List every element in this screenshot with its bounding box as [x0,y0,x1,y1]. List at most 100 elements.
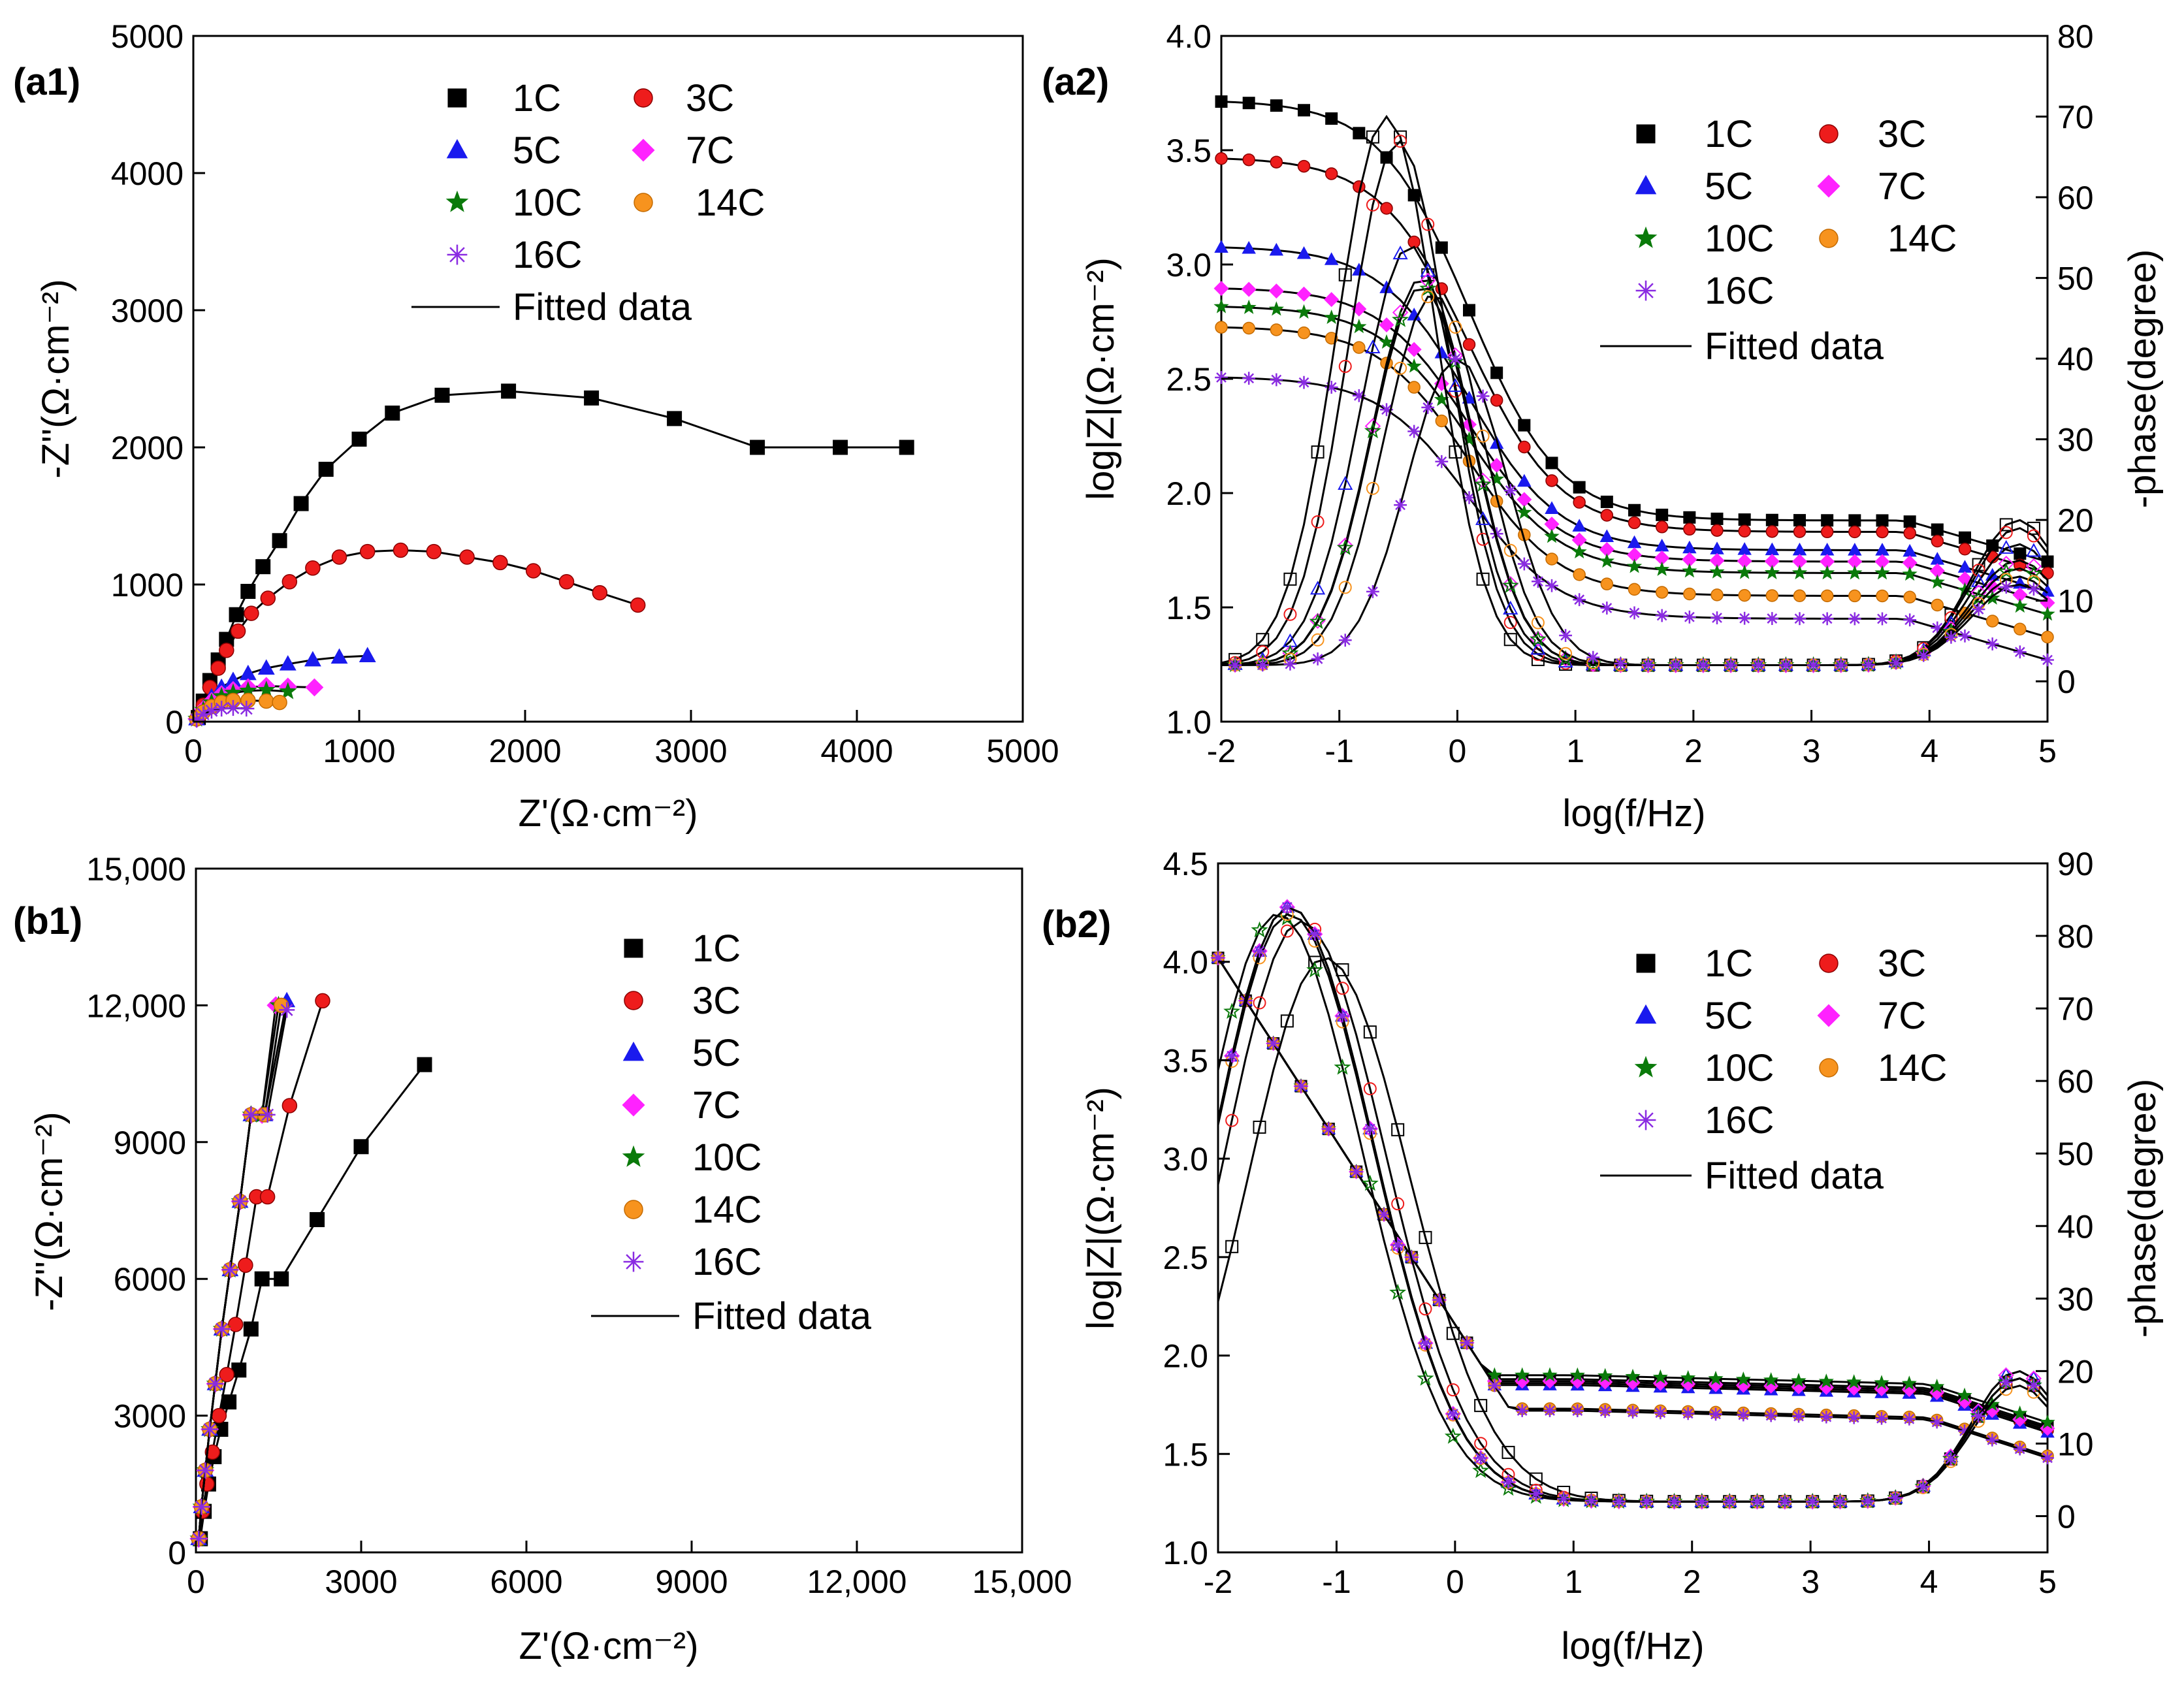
phase-point-10c [1309,613,1326,630]
modulus-point-16c [1322,1122,1336,1136]
modulus-point-10c [1296,304,1312,319]
phase-point-10c [1306,961,1324,978]
data-point-3c [558,574,575,590]
data-point-3c [219,643,234,658]
modulus-point-10c [1874,1375,1889,1390]
phase-point-3c [1999,526,2013,539]
legend-item-fit: Fitted data [411,286,692,329]
phase-point-1c [1283,572,1297,586]
modulus-point-7c [1379,317,1394,332]
modulus-point-3c [1270,155,1283,168]
y2-tick-label: 0 [2057,664,2076,700]
phase-point-16c [1697,658,1710,672]
legend-marker-3c [1819,124,1839,144]
y-tick-label: 0 [168,1535,186,1571]
phase-point-10c [1970,589,1987,605]
modulus-point-16c [1297,376,1311,389]
legend-item-7c: 7C [1817,995,1926,1037]
series-layer [1210,899,2055,1510]
data-point-16c [191,1530,207,1547]
legend-item-1c: 1C [624,927,741,970]
modulus-point-7c [1434,376,1449,391]
modulus-point-10c [1486,1367,1502,1382]
legend-marker-5c [1635,174,1657,195]
phase-point-16c [1584,1494,1598,1507]
modulus-point-10c [1902,566,1918,581]
legend-item-fit: Fitted data [1600,1155,1884,1197]
phase-point-5c [1392,246,1408,260]
legend-item-1c: 1C [447,77,561,120]
legend-item-10c: 10C [445,182,582,224]
modulus-point-5c [1545,501,1559,514]
y-tick-label: 4.0 [1163,944,1208,981]
modulus-point-10c [2040,606,2055,621]
modulus-point-16c [1242,372,1256,385]
data-point-3c [238,1257,253,1274]
modulus-point-10c [1901,1375,1917,1390]
modulus-point-14c [1353,341,1366,354]
modulus-point-16c [1626,1405,1639,1419]
x-axis-label: Z'(Ω·cm⁻²) [519,1625,698,1667]
legend-item-10c: 10C [1634,1047,1774,1089]
x-axis-label: log(f/Hz) [1562,792,1705,835]
legend-marker-10c [622,1145,645,1167]
data-point-1c [584,390,600,406]
legend-item-16c: 16C [1635,270,1774,312]
phase-point-16c [1944,630,1958,644]
modulus-point-10c [1985,590,2000,605]
phase-point-16c [1640,1495,1654,1509]
modulus-point-5c [1599,529,1614,543]
data-point-1c [229,607,244,622]
phase-point-16c [1641,658,1655,672]
modulus-point-1c [1793,514,1806,527]
panel-label: (a1) [13,61,80,103]
modulus-point-10c [1957,1387,1972,1402]
modulus-point-16c [1460,1336,1473,1349]
modulus-point-3c [1380,202,1393,215]
legend-background [1584,104,2034,385]
data-point-3c [592,585,608,601]
y-tick-label: 2.5 [1163,1240,1208,1276]
svg-text:5C: 5C [692,1032,741,1074]
y2-tick-label: 0 [2057,1498,2076,1535]
legend-marker-7c [632,138,655,162]
y-tick-label: 3.0 [1163,1141,1208,1178]
y-tick-label: 4.0 [1166,18,1212,55]
modulus-point-3c [1490,394,1503,407]
modulus-point-14c [1710,588,1724,601]
x-tick-label: 12,000 [807,1563,907,1600]
modulus-point-16c [2041,1451,2054,1465]
plot-frame [192,35,1024,723]
phase-point-16c [1944,1452,1957,1466]
panel-label: (b2) [1042,903,1111,946]
modulus-point-16c [2041,653,2054,667]
modulus-point-5c [1572,519,1586,532]
data-point-1c [899,440,914,455]
x-tick-label: 1000 [323,733,395,769]
phase-point-3c [1446,1383,1460,1397]
data-point-16c [214,1321,230,1338]
phase-point-3c [1363,1082,1377,1096]
modulus-point-10c [1241,299,1257,314]
modulus-point-16c [1598,1405,1612,1419]
y-tick-label: 3.5 [1166,133,1212,169]
tick-layer: 0 1000 2000 3000 4000 5000 0 1000 2000 3000 4000 50… [111,18,1059,769]
modulus-point-1c [1215,95,1228,108]
modulus-point-16c [1573,593,1586,607]
phase-point-16c [1419,1336,1432,1350]
x-tick-label: 0 [184,733,202,769]
modulus-point-3c [1297,159,1311,173]
modulus-point-10c [1820,565,1835,580]
phase-point-14c [1559,647,1573,660]
modulus-point-14c [1848,589,1861,603]
phase-point-14c [1366,481,1379,495]
modulus-point-5c [1296,246,1311,259]
y-tick-label: 2.0 [1163,1338,1208,1375]
phase-point-16c [1559,629,1572,642]
modulus-point-16c [1903,613,1917,627]
modulus-point-1c [1435,241,1448,254]
svg-text:5C: 5C [1705,165,1753,208]
modulus-point-16c [1682,610,1696,624]
modulus-point-16c [1737,1408,1750,1422]
modulus-point-10c [2012,598,2028,613]
